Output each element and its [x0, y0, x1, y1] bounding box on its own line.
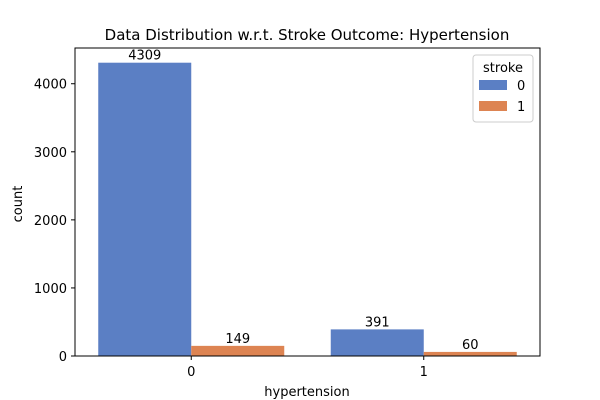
bar-0-0 [98, 62, 192, 356]
plot-frame [74, 47, 541, 357]
data-label-0-0: 4309 [128, 49, 161, 64]
y-axis: 0 1000 2000 3000 4000 [34, 78, 75, 365]
legend-title: stroke [483, 61, 523, 76]
y-tick-label-1: 1000 [34, 282, 67, 297]
data-label-1-1: 60 [462, 338, 479, 353]
legend-swatch-1 [479, 101, 507, 111]
bar-1-0 [330, 329, 424, 356]
x-tick-label-1: 1 [420, 365, 428, 380]
data-label-1-0: 391 [365, 315, 390, 330]
legend-label-0: 0 [517, 79, 525, 94]
legend-label-1: 1 [517, 100, 525, 115]
y-axis-label: count [11, 186, 26, 223]
y-tick-label-3: 3000 [34, 146, 67, 161]
y-tick-label-4: 4000 [34, 78, 67, 93]
y-tick-label-2: 2000 [34, 214, 67, 229]
x-axis-label: hypertension [264, 385, 349, 400]
data-label-0-1: 149 [225, 332, 250, 347]
x-tick-label-0: 0 [187, 365, 195, 380]
legend-swatch-0 [479, 80, 507, 90]
chart-title: Data Distribution w.r.t. Stroke Outcome:… [105, 26, 510, 44]
bar-0-1 [191, 345, 285, 356]
plot-area: 4309 149 391 60 [98, 49, 517, 356]
bar-1-1 [423, 351, 517, 356]
y-tick-label-0: 0 [59, 350, 67, 365]
legend: stroke 0 1 [472, 54, 534, 123]
